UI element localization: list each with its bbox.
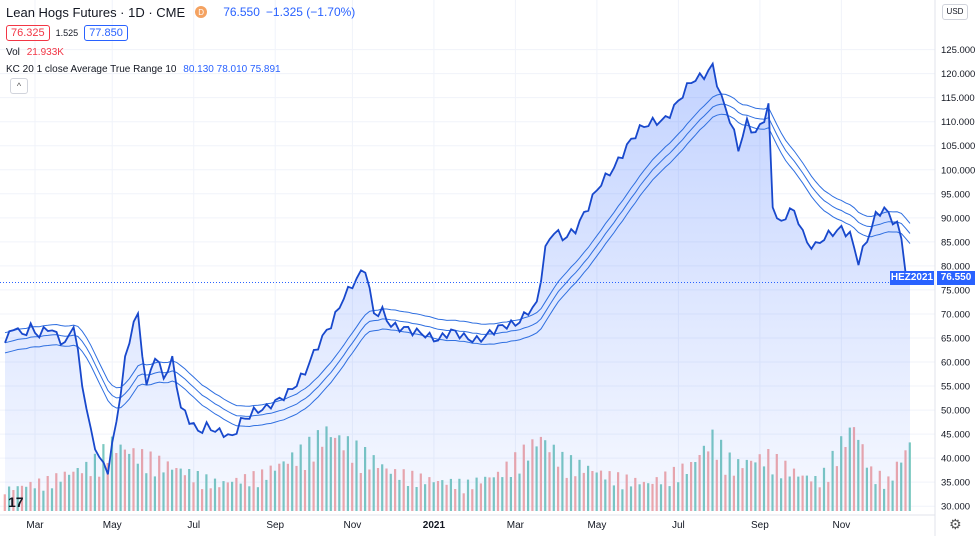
x-tick-label: Jul — [672, 520, 685, 531]
x-tick-label: Mar — [507, 520, 525, 531]
volume-legend: Vol 21.933K — [6, 47, 355, 58]
keltner-upper-line — [4, 93, 911, 407]
spread-value: 1.525 — [55, 28, 79, 38]
volume-label: Vol — [6, 47, 20, 58]
time-axis[interactable]: Mar May Jul Sep Nov 2021 Mar May Jul Sep Nov — [0, 514, 935, 531]
y-tick-label: 80.000 — [941, 261, 970, 272]
buy-button[interactable]: 77.850 — [84, 25, 128, 41]
indicator-label[interactable]: KC 20 1 close Average True Range 10 — [6, 64, 177, 75]
y-tick-label: 50.000 — [941, 406, 970, 417]
y-tick-label: 105.000 — [941, 141, 975, 152]
keltner-basis-line — [4, 103, 911, 417]
x-tick-label: Jul — [187, 520, 200, 531]
x-tick-label: May — [587, 520, 606, 531]
settings-gear-icon[interactable]: ⚙ — [949, 516, 962, 532]
volume-value: 21.933K — [26, 47, 64, 58]
price-axis[interactable]: 125.000 120.000 115.000 110.000 105.000 100.0… — [934, 0, 975, 536]
x-tick-label: Sep — [266, 520, 284, 531]
last-symbol-tag: HEZ2021 — [890, 271, 934, 285]
collapse-legend-icon[interactable]: ^ — [10, 78, 28, 94]
y-tick-label: 30.000 — [941, 502, 970, 513]
delayed-data-icon[interactable]: D — [195, 6, 208, 18]
volume-bar — [3, 494, 6, 511]
kc-lower-value: 75.891 — [250, 64, 281, 75]
symbol-title[interactable]: Lean Hogs Futures · 1D · CME — [6, 4, 186, 20]
y-tick-label: 55.000 — [941, 382, 970, 393]
y-tick-label: 40.000 — [941, 454, 970, 465]
y-tick-label: 125.000 — [941, 45, 975, 56]
y-tick-label: 70.000 — [941, 309, 970, 320]
y-tick-label: 35.000 — [941, 478, 970, 489]
last-price-tag: 76.550 — [937, 271, 975, 285]
y-tick-label: 45.000 — [941, 430, 970, 441]
kc-basis-value: 78.010 — [216, 64, 248, 75]
y-tick-label: 65.000 — [941, 333, 970, 344]
x-tick-label: May — [103, 520, 122, 531]
indicator-legend: KC 20 1 close Average True Range 10 80.1… — [6, 64, 355, 75]
x-tick-label: 2021 — [423, 520, 446, 531]
y-tick-label: 110.000 — [941, 117, 975, 128]
tradingview-logo-icon[interactable]: 17 — [8, 494, 24, 510]
sell-button[interactable]: 76.325 — [6, 25, 50, 41]
kc-upper-value: 80.130 — [183, 64, 214, 75]
price-area — [5, 63, 910, 511]
currency-selector[interactable]: USD — [942, 4, 968, 20]
keltner-lower-line — [4, 113, 911, 428]
last-price: 76.550 — [223, 5, 260, 19]
y-tick-label: 90.000 — [941, 213, 970, 224]
y-tick-label: 95.000 — [941, 189, 970, 200]
y-tick-label: 120.000 — [941, 69, 975, 80]
price-line — [4, 61, 911, 475]
x-tick-label: Nov — [344, 520, 362, 531]
x-tick-label: Sep — [751, 520, 769, 531]
y-tick-label: 75.000 — [941, 285, 970, 296]
y-tick-label: 115.000 — [941, 93, 975, 104]
y-tick-label: 85.000 — [941, 237, 970, 248]
chart-legend: Lean Hogs Futures · 1D · CME D 76.550 −1… — [6, 4, 355, 75]
x-tick-label: Mar — [26, 520, 44, 531]
y-tick-label: 60.000 — [941, 358, 970, 369]
price-change: −1.325 (−1.70%) — [265, 5, 356, 19]
x-tick-label: Nov — [832, 520, 850, 531]
y-tick-label: 100.000 — [941, 165, 975, 176]
